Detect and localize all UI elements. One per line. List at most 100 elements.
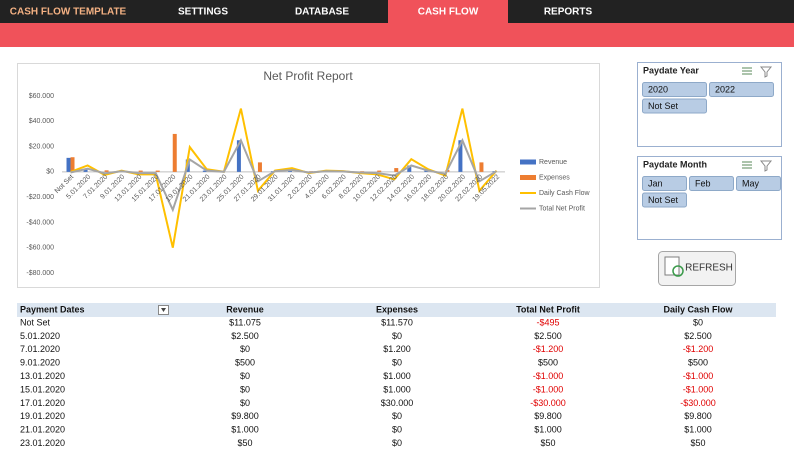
bar [70,157,75,172]
table-cell: -$1.000 [683,371,714,381]
table-cell: 9.01.2020 [20,358,60,368]
nav-tab[interactable]: DATABASE [295,7,349,18]
table-cell: $0 [392,425,402,435]
table-cell: -$1.200 [683,344,714,354]
table-cell: 7.01.2020 [20,344,60,354]
table-cell: 5.01.2020 [20,331,60,341]
table-cell: $0 [392,411,402,421]
clear-filter-icon[interactable] [759,66,773,78]
table-cell: -$30.000 [530,398,566,408]
red-band [0,23,794,47]
column-header: Revenue [226,304,264,314]
bar [424,170,429,172]
clear-filter-icon[interactable] [759,160,773,172]
table-cell: $1.000 [534,425,562,435]
table-cell: $9.800 [231,411,259,421]
legend-swatch [520,159,536,165]
column-header: Daily Cash Flow [663,304,733,314]
nav-tab[interactable]: SETTINGS [178,7,228,18]
refresh-arrow [672,265,684,277]
column-header: Payment Dates [20,304,85,314]
slicer-item[interactable] [642,98,707,114]
y-tick-label: $0 [46,169,54,176]
slicer-item[interactable] [642,176,687,191]
bar [104,170,109,172]
y-tick-label: -$20.000 [26,194,54,201]
bar [83,168,88,172]
table-cell: $2.500 [534,331,562,341]
table-cell: -$1.000 [533,371,564,381]
slicer-item[interactable] [642,82,707,97]
table-cell: -$1.000 [533,384,564,394]
active-tab [388,0,508,23]
table-cell: $2.500 [231,331,259,341]
table-cell: $500 [538,358,558,368]
filter-icon [161,308,166,312]
table-cell: 15.01.2020 [20,384,65,394]
bar [360,171,365,172]
bar [479,162,484,172]
bar [138,170,143,172]
table-cell: -$30.000 [680,398,716,408]
table-cell: -$495 [536,317,559,327]
table-cell: $9.800 [534,411,562,421]
column-header: Expenses [376,304,418,314]
table-cell: $0 [240,371,250,381]
table-cell: $0 [240,344,250,354]
slicer-item[interactable] [709,82,774,97]
bar [257,162,262,172]
slicer-title: Paydate Month [643,159,707,169]
slicer-item-label: Feb [695,178,711,188]
slicer-item-label: Not Set [648,195,679,205]
table-cell: 17.01.2020 [20,398,65,408]
slicer-item-label: Not Set [648,101,679,111]
table-cell: Not Set [20,317,51,327]
table-cell: $1.000 [684,425,712,435]
table-cell: $2.500 [684,331,712,341]
table-cell: $50 [540,438,555,448]
bar [458,140,463,172]
bar [394,168,399,172]
y-tick-label: $60.000 [29,93,54,100]
table-cell: 19.01.2020 [20,411,65,421]
table-cell: $11.075 [229,317,261,327]
y-tick-label: -$60.000 [26,245,54,252]
slicer-item-label: Jan [648,178,663,188]
nav-tab[interactable]: CASH FLOW [418,7,479,18]
legend-label: Expenses [539,174,570,181]
table-cell: $0 [392,358,402,368]
nav-tab[interactable]: REPORTS [544,7,593,18]
multi-select-icon[interactable] [742,67,752,75]
table-cell: $1.000 [383,384,411,394]
table-cell: $0 [693,317,703,327]
table-cell: $1.000 [383,371,411,381]
column-header: Total Net Profit [516,304,580,314]
slicer-item-label: 2020 [648,84,668,94]
bar [202,170,207,172]
table-cell: $0 [240,384,250,394]
slicer-item[interactable] [689,176,734,191]
table-cell: 13.01.2020 [20,371,65,381]
table-cell: $0 [240,398,250,408]
slicer-item-label: 2022 [715,84,735,94]
legend-label: Daily Cash Flow [539,190,591,197]
line [70,108,498,248]
slicer-item[interactable] [736,176,781,191]
button-label: REFRESH [685,263,733,274]
table-cell: -$1.000 [683,384,714,394]
table-cell: $500 [235,358,255,368]
legend-swatch [520,175,536,180]
table-cell: $0 [392,331,402,341]
nav-tab[interactable]: CASH FLOW TEMPLATE [10,7,127,18]
slicer-title: Paydate Year [643,65,699,75]
slicer-item-label: May [742,178,760,188]
multi-select-icon[interactable] [742,161,752,169]
y-tick-label: $40.000 [29,118,54,125]
table-header-bg [17,303,776,317]
slicer-item[interactable] [642,192,687,208]
table-cell: $0 [392,438,402,448]
y-tick-label: $20.000 [29,143,54,150]
chart-panel [17,63,600,288]
table-cell: $30.000 [381,398,414,408]
